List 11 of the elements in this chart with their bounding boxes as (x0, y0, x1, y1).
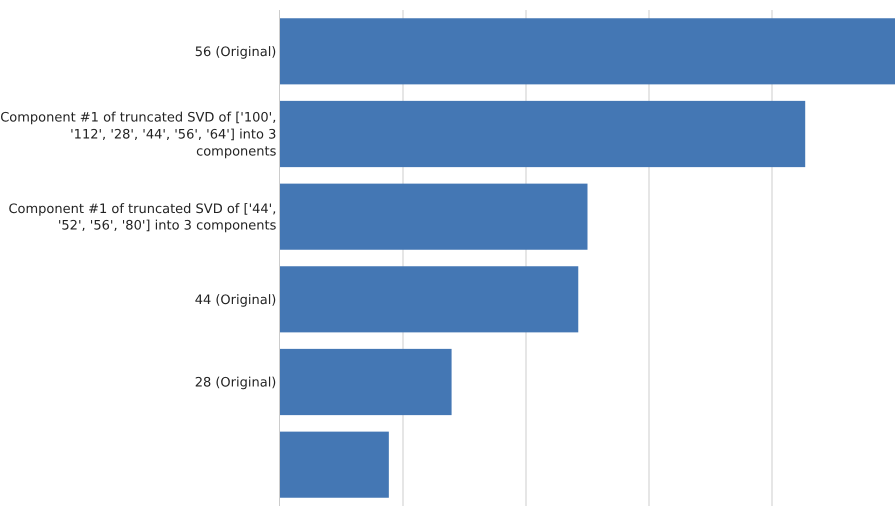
y-tick-label: Component #1 of truncated SVD of ['44', '52', '56', '80'] into 3 components (8, 202, 277, 234)
y-tick-label: Component #1 of truncated SVD of ['100', '112', '28', '44', '56', '64'] into 3 components (0, 110, 277, 160)
bar (280, 100, 806, 168)
y-tick-label: 28 (Original) (194, 376, 276, 391)
bar (280, 18, 895, 84)
bar (280, 432, 389, 498)
bar (280, 266, 578, 332)
y-tick-label: 44 (Original) (194, 292, 276, 308)
y-tick-label: 56 (Original) (194, 44, 276, 60)
bar (280, 348, 452, 416)
bar (280, 184, 588, 250)
